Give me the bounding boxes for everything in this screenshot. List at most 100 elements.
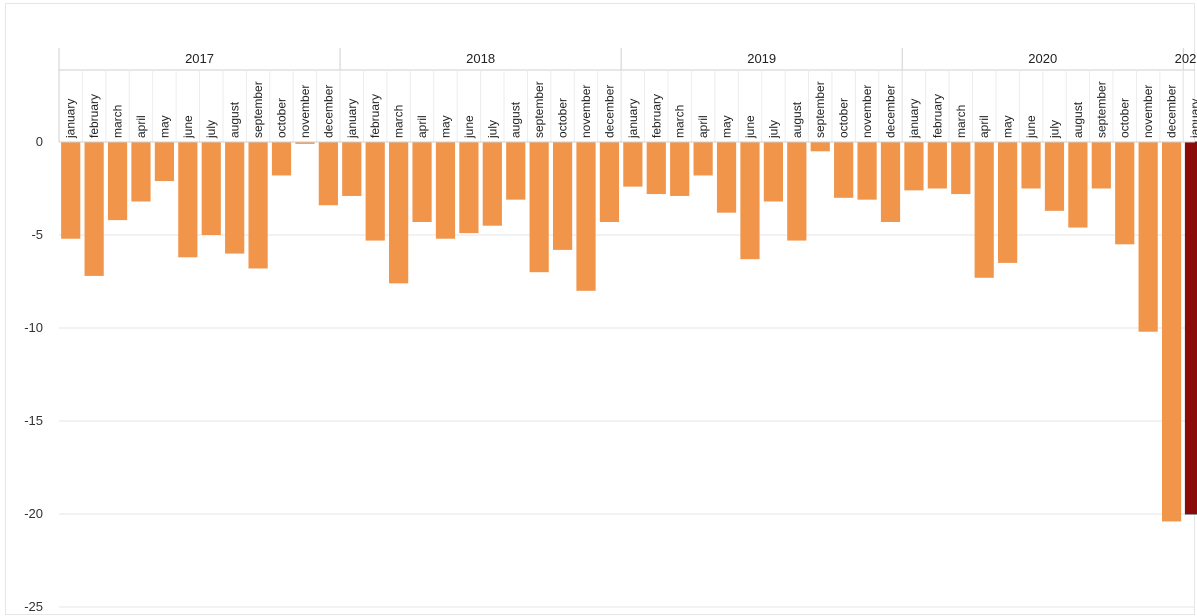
y-tick-label: -20 [24, 506, 43, 521]
month-label: september [813, 81, 827, 138]
month-label: march [673, 105, 687, 138]
year-label: 2019 [747, 51, 776, 66]
bar [599, 142, 620, 222]
month-label: september [1094, 81, 1108, 138]
bar [857, 142, 877, 200]
month-label: august [1071, 101, 1085, 138]
month-label: august [790, 101, 804, 138]
month-label: february [87, 94, 101, 138]
bar [716, 142, 737, 213]
month-label: february [930, 94, 944, 138]
month-label: march [954, 105, 968, 138]
month-label: may [1001, 115, 1015, 138]
bar [904, 142, 924, 191]
bar [1161, 142, 1182, 522]
y-tick-label: -25 [24, 599, 43, 614]
bar [365, 142, 385, 241]
bar [61, 142, 81, 239]
bar [107, 142, 128, 221]
month-label: january [64, 99, 78, 139]
month-label: january [345, 99, 359, 139]
bar [435, 142, 456, 239]
bar [131, 142, 151, 202]
month-label: august [228, 101, 242, 138]
month-label: november [860, 85, 874, 138]
month-label: march [392, 105, 406, 138]
highlight-bar [1184, 141, 1197, 515]
bar [670, 142, 690, 196]
bar [201, 142, 221, 235]
year-label: 2021 [1175, 51, 1197, 66]
month-label: january [907, 99, 921, 139]
bar [974, 142, 994, 278]
bar [740, 142, 760, 260]
bar [318, 142, 338, 206]
month-label: august [509, 101, 523, 138]
year-label: 2020 [1028, 51, 1057, 66]
bar [1068, 142, 1088, 228]
bar [763, 142, 783, 202]
bar [459, 142, 479, 234]
month-label: october [1118, 98, 1132, 138]
bar [154, 142, 175, 182]
month-label: may [438, 115, 452, 138]
y-tick-label: 0 [36, 134, 43, 149]
bar [271, 142, 292, 176]
bar [506, 142, 526, 200]
month-label: may [720, 115, 734, 138]
bar [787, 142, 807, 241]
bar [1115, 142, 1135, 245]
bar [552, 142, 573, 250]
bar [1138, 142, 1158, 332]
month-label: may [157, 115, 171, 138]
month-label: june [1024, 115, 1038, 139]
month-label: december [884, 85, 898, 138]
bar [412, 142, 432, 222]
month-label: october [837, 98, 851, 138]
month-label: june [462, 115, 476, 139]
bar [1021, 142, 1041, 189]
bar [927, 142, 947, 189]
month-label: march [111, 105, 125, 138]
month-label: february [368, 94, 382, 138]
month-label: september [251, 81, 265, 138]
bar [576, 142, 596, 291]
month-label: july [1047, 120, 1061, 139]
month-label: july [766, 120, 780, 139]
year-label: 2017 [185, 51, 214, 66]
bar [810, 142, 830, 152]
month-label: june [181, 115, 195, 139]
month-label: november [298, 85, 312, 138]
bar [880, 142, 901, 222]
month-label: november [1141, 85, 1155, 138]
month-label: november [579, 85, 593, 138]
bar [998, 142, 1018, 263]
bar [529, 142, 549, 273]
bar [951, 142, 971, 195]
bar [84, 142, 104, 276]
bar [178, 142, 198, 258]
bar [295, 142, 315, 144]
month-label: april [977, 115, 991, 138]
month-label: april [696, 115, 710, 138]
month-label: july [485, 120, 499, 139]
month-label: february [649, 94, 663, 138]
month-label: october [275, 98, 289, 138]
month-label: december [321, 85, 335, 138]
bar [693, 142, 713, 176]
month-label: april [415, 115, 429, 138]
bar [482, 142, 502, 226]
month-label: december [1165, 85, 1179, 138]
bar [342, 142, 362, 196]
bar [623, 142, 643, 187]
bar [646, 142, 666, 195]
month-label: october [556, 98, 570, 138]
bar [248, 142, 268, 269]
bar [225, 142, 245, 254]
month-label: december [602, 85, 616, 138]
month-label: january [1188, 99, 1197, 139]
month-label: july [204, 120, 218, 139]
month-label: september [532, 81, 546, 138]
bar [1091, 142, 1111, 189]
month-label: june [743, 115, 757, 139]
